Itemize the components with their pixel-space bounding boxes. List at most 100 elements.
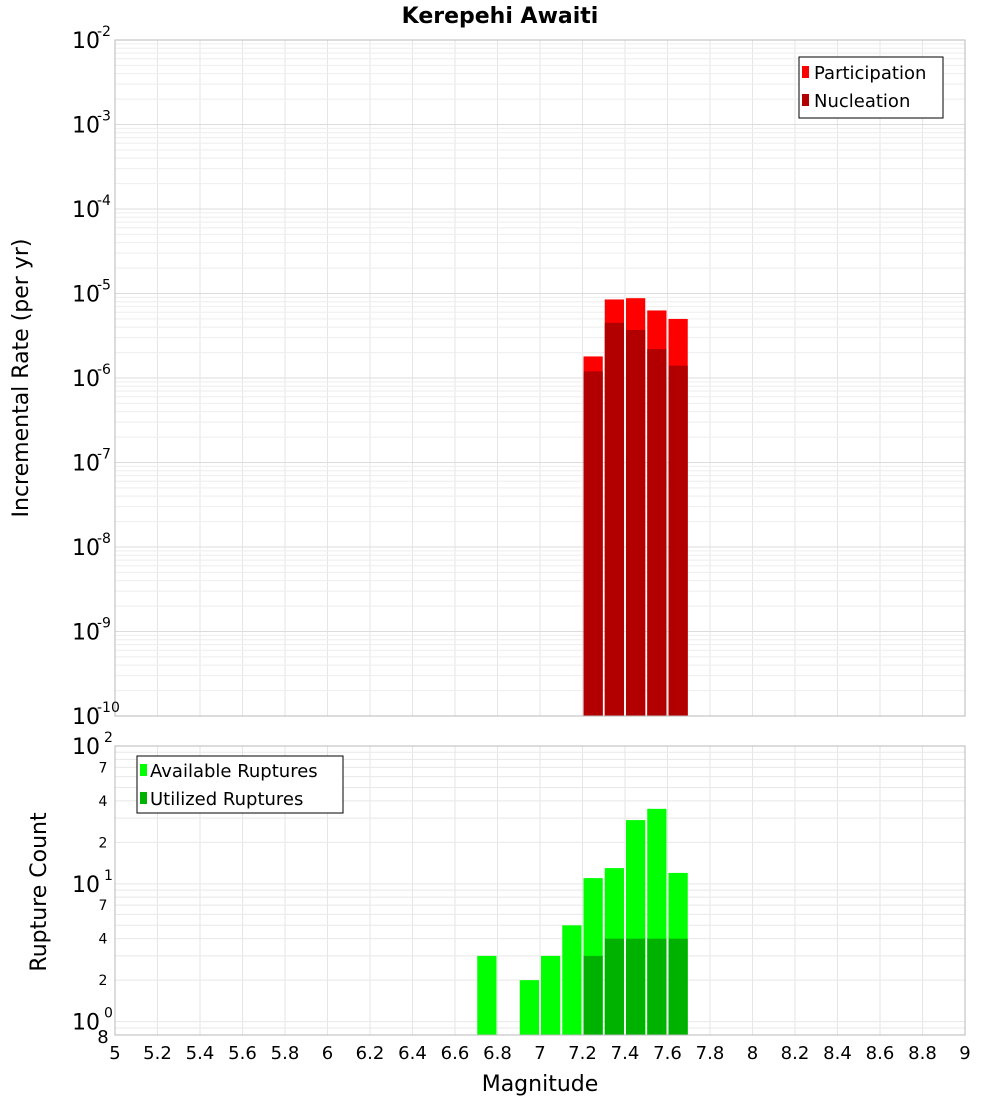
- y-tick-base: 10: [72, 114, 100, 139]
- top-legend-box: [798, 56, 944, 119]
- y-tick-base: 10: [72, 283, 100, 308]
- bottom-y-axis-label: Rupture Count: [27, 812, 52, 972]
- bottom-y-minor-tick: 8: [97, 1027, 108, 1048]
- bottom-y-major-tick: 10 1: [72, 868, 113, 898]
- top-legend: Participation Nucleation: [798, 56, 944, 119]
- legend-label-nucleation: Nucleation: [814, 91, 910, 112]
- rate-bar-nucleation: [604, 322, 624, 716]
- y-tick-base: 10: [72, 29, 100, 54]
- x-tick-label: 5.6: [228, 1043, 257, 1064]
- count-bar-utilized-ruptures: [668, 938, 688, 1035]
- y-tick-base: 10: [72, 735, 100, 760]
- y-tick-base: 10: [72, 1011, 100, 1036]
- chart-title: Kerepehi Awaiti: [402, 4, 599, 29]
- y-tick-base: 10: [72, 705, 100, 730]
- legend-swatch-utilized: [140, 792, 147, 804]
- x-tick-label: 6: [322, 1043, 333, 1064]
- x-axis-label: Magnitude: [482, 1072, 599, 1097]
- x-tick-label: 6.6: [441, 1043, 470, 1064]
- bottom-y-minor-tick: 7: [99, 760, 108, 776]
- rate-bar-nucleation: [647, 349, 667, 716]
- count-bar-available-ruptures: [477, 955, 497, 1035]
- y-tick-base: 10: [72, 621, 100, 646]
- y-tick-exponent: 1: [104, 868, 113, 884]
- bottom-y-minor-tick: 4: [99, 932, 108, 948]
- rate-bar-nucleation: [626, 329, 646, 716]
- x-tick-label: 8.2: [781, 1043, 810, 1064]
- x-tick-label: 5.4: [186, 1043, 215, 1064]
- top-y-tick-label: 10-10: [72, 700, 120, 730]
- y-tick-exponent: -8: [97, 531, 111, 547]
- count-bar-utilized-ruptures: [604, 938, 624, 1035]
- legend-label-participation: Participation: [814, 63, 926, 84]
- y-tick-exponent: -9: [97, 616, 111, 632]
- y-tick-base: 10: [72, 873, 100, 898]
- bottom-y-minor-tick: 4: [99, 794, 108, 810]
- x-tick-label: 5.8: [271, 1043, 300, 1064]
- x-tick-label: 5: [109, 1043, 120, 1064]
- x-tick-label: 9: [959, 1043, 970, 1064]
- y-tick-base: 10: [72, 198, 100, 223]
- x-tick-label: 7.8: [696, 1043, 725, 1064]
- count-bar-available-ruptures: [519, 980, 539, 1035]
- top-bars: [583, 298, 688, 716]
- y-tick-exponent: -2: [97, 24, 111, 40]
- x-tick-label: 8.6: [866, 1043, 895, 1064]
- x-tick-label: 7.2: [568, 1043, 597, 1064]
- bottom-legend-box: [136, 755, 344, 814]
- y-tick-exponent: -6: [97, 362, 111, 378]
- x-tick-label: 6.2: [356, 1043, 385, 1064]
- x-tick-label: 8.4: [823, 1043, 852, 1064]
- x-tick-label: 7.6: [653, 1043, 682, 1064]
- y-tick-exponent: 0: [104, 1006, 113, 1022]
- top-y-tick-label: 10-8: [72, 531, 111, 561]
- x-axis-ticks: 5 5.2 5.4 5.6 5.8 6 6.2 6.4 6.6 6.8 7 7.2 7.4 7.6 7.8 8…: [109, 1043, 970, 1064]
- y-tick-exponent: -4: [97, 193, 111, 209]
- count-bar-available-ruptures: [562, 925, 582, 1035]
- legend-label-utilized: Utilized Ruptures: [150, 789, 303, 810]
- x-tick-label: 5.2: [143, 1043, 172, 1064]
- legend-swatch-nucleation: [802, 94, 809, 106]
- bottom-y-major-tick: 10 2: [72, 730, 113, 760]
- x-tick-label: 7.4: [611, 1043, 640, 1064]
- x-tick-label: 7: [534, 1043, 545, 1064]
- y-tick-exponent: -7: [97, 447, 111, 463]
- y-tick-exponent: -3: [97, 109, 111, 125]
- x-tick-label: 8: [747, 1043, 758, 1064]
- top-gridlines: [114, 39, 966, 717]
- count-bar-utilized-ruptures: [626, 938, 646, 1035]
- bottom-y-major-tick: 10 0: [72, 1006, 113, 1036]
- top-y-tick-label: 10-7: [72, 447, 111, 477]
- y-tick-exponent: -5: [97, 278, 111, 294]
- y-tick-base: 10: [72, 452, 100, 477]
- rate-bar-nucleation: [583, 371, 603, 716]
- x-tick-label: 6.8: [483, 1043, 512, 1064]
- count-bar-utilized-ruptures: [647, 938, 667, 1035]
- top-y-tick-label: 10-9: [72, 616, 111, 646]
- y-tick-base: 10: [72, 536, 100, 561]
- y-tick-base: 10: [72, 367, 100, 392]
- top-y-axis-label: Incremental Rate (per yr): [9, 239, 34, 518]
- bottom-y-minor-tick: 7: [99, 898, 108, 914]
- top-y-tick-label: 10-5: [72, 278, 111, 308]
- y-tick-exponent: 2: [104, 730, 113, 746]
- top-y-tick-label: 10-6: [72, 362, 111, 392]
- bottom-y-minor-tick: 2: [99, 835, 108, 851]
- count-bar-available-ruptures: [541, 955, 561, 1035]
- top-y-tick-label: 10-3: [72, 109, 111, 139]
- count-bar-utilized-ruptures: [583, 955, 603, 1035]
- bottom-y-minor-tick: 2: [99, 973, 108, 989]
- legend-swatch-participation: [802, 66, 809, 78]
- x-tick-label: 8.8: [908, 1043, 937, 1064]
- bottom-plot-border: [114, 745, 966, 1036]
- bottom-bars: [477, 808, 688, 1035]
- top-plot-border: [114, 39, 966, 717]
- y-tick-exponent: -10: [97, 700, 120, 716]
- top-y-tick-label: 10-2: [72, 24, 111, 54]
- rate-bar-nucleation: [668, 365, 688, 716]
